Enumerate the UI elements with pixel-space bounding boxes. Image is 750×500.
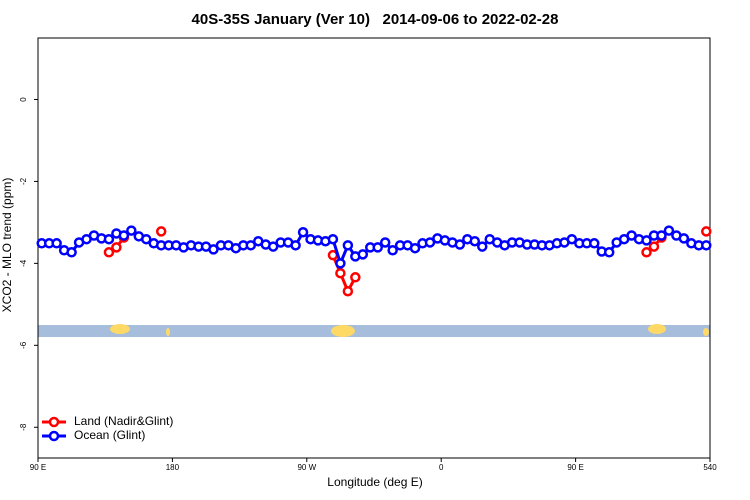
y-axis-label: XCO2 - MLO trend (ppm)	[0, 178, 14, 313]
x-tick-label: 0	[439, 463, 444, 472]
data-point	[477, 241, 488, 252]
ocean-strip	[38, 325, 710, 337]
data-point	[297, 226, 309, 238]
y-tick-label: -6	[19, 341, 28, 349]
data-point	[387, 245, 398, 256]
land-shape	[331, 325, 355, 337]
land-shape	[166, 328, 170, 336]
data-point	[51, 238, 62, 249]
data-point	[701, 226, 712, 237]
land-shape	[648, 324, 666, 334]
data-point	[342, 240, 354, 251]
data-point	[357, 249, 369, 260]
x-tick-label: 180	[166, 463, 180, 472]
data-point	[335, 258, 346, 269]
data-point	[566, 233, 578, 245]
land-shape	[703, 328, 709, 336]
y-tick-label: 0	[19, 97, 28, 102]
data-point	[103, 247, 115, 258]
data-point	[454, 239, 466, 250]
legend-marker	[48, 416, 60, 428]
x-tick-label: 540	[703, 463, 717, 472]
x-tick-label: 90 W	[297, 463, 316, 472]
data-point	[66, 247, 77, 258]
data-point	[372, 242, 383, 253]
y-tick-label: -2	[19, 177, 28, 185]
data-point	[648, 241, 660, 252]
data-point	[641, 235, 652, 246]
x-axis-label: Longitude (deg E)	[327, 475, 422, 489]
land-shape	[110, 324, 130, 334]
data-point	[335, 267, 346, 279]
data-point	[409, 242, 421, 254]
data-point	[155, 226, 167, 237]
data-point	[469, 235, 481, 247]
data-point	[424, 237, 436, 248]
x-tick-label: 90 E	[567, 463, 583, 472]
y-tick-label: -8	[19, 423, 28, 431]
data-point	[141, 233, 152, 245]
data-point	[103, 233, 115, 245]
chart-title: 40S-35S January (Ver 10) 2014-09-06 to 2…	[192, 11, 559, 28]
data-point	[342, 285, 354, 297]
data-point	[350, 272, 361, 283]
x-tick-label: 90 E	[30, 463, 46, 472]
data-point	[379, 237, 391, 248]
data-point	[267, 241, 279, 252]
map-strip	[38, 324, 710, 337]
data-point	[678, 233, 690, 244]
legend-marker	[48, 430, 60, 442]
data-point	[245, 240, 257, 251]
data-point	[663, 225, 675, 236]
data-point	[603, 247, 615, 258]
data-point	[118, 230, 130, 241]
data-point	[126, 225, 137, 236]
data-point	[641, 247, 652, 258]
data-point	[327, 233, 339, 245]
data-point	[111, 242, 122, 253]
legend: Land (Nadir&Glint)Ocean (Glint)	[42, 414, 173, 442]
y-tick-label: -4	[19, 259, 28, 267]
legend-label: Ocean (Glint)	[74, 428, 145, 442]
data-point	[290, 240, 301, 251]
legend-label: Land (Nadir&Glint)	[74, 414, 173, 428]
data-point	[701, 240, 712, 251]
data-point	[208, 244, 219, 255]
data-point	[656, 230, 667, 241]
data-point	[589, 238, 600, 249]
